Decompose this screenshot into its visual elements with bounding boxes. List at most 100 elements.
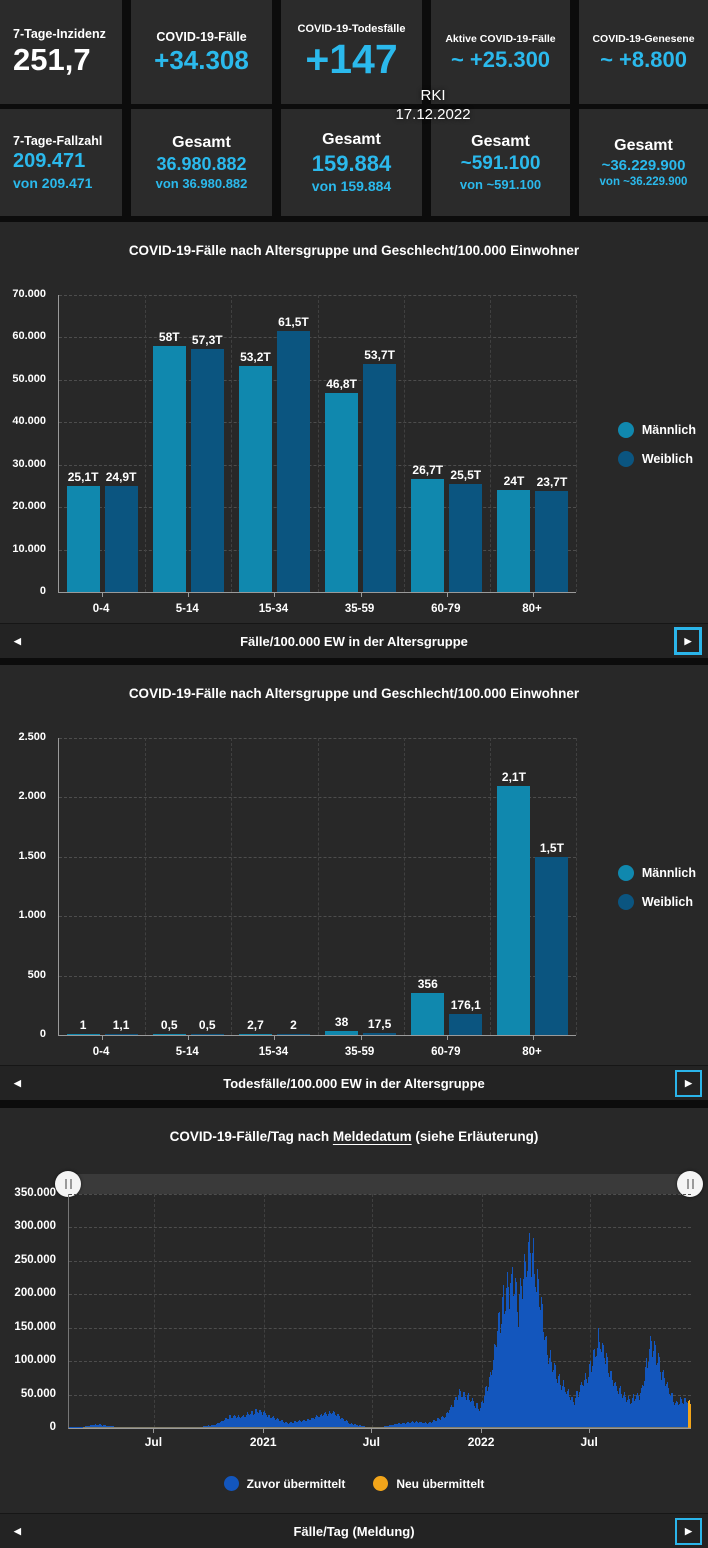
daily-bar [345,1421,346,1428]
daily-bar [673,1401,674,1428]
daily-bar [335,1415,336,1428]
daily-bar [290,1421,291,1428]
daily-bar [616,1385,617,1428]
daily-bar [431,1422,432,1428]
chart-title: COVID-19-Fälle nach Altersgruppe und Ges… [128,686,580,701]
next-chart-arrow-icon[interactable]: ▶ [674,627,702,655]
bar-value-label: 53,2T [240,350,271,365]
prev-chart-arrow-icon[interactable]: ◀ [14,635,21,646]
card-gesamt-aktive[interactable]: Gesamt ~591.100 von ~591.100 [431,109,570,216]
card-covid-faelle[interactable]: COVID-19-Fälle +34.308 [131,0,272,104]
time-range-slider[interactable] [55,1171,703,1197]
barwrap: 57,3T [190,333,224,592]
bar-weiblich-0-4 [104,486,138,592]
daily-bar [346,1420,347,1428]
daily-bar [80,1427,81,1428]
barwrap: 58T [152,330,186,592]
daily-bar [341,1417,342,1428]
daily-bar [432,1421,433,1428]
daily-bar [510,1282,511,1428]
card-gesamt-genesene[interactable]: Gesamt ~36.229.900 von ~36.229.900 [579,109,708,216]
card-gesamt-todesfaelle[interactable]: Gesamt 159.884 von 159.884 [281,109,422,216]
daily-bar [286,1422,287,1428]
daily-bar [627,1399,628,1428]
daily-bar [460,1390,461,1428]
card-subvalue: von 159.884 [311,178,392,195]
card-aktive-faelle[interactable]: Aktive COVID-19-Fälle ~ +25.300 [431,0,570,104]
daily-bar [610,1371,611,1428]
daily-bar [428,1422,429,1428]
daily-bar [213,1425,214,1428]
chart-title: COVID-19-Fälle/Tag nach Meldedatum (sieh… [0,1108,708,1144]
barwrap: 26,7T [411,463,445,592]
daily-bar [474,1405,475,1428]
prev-chart-arrow-icon[interactable]: ◀ [14,1077,21,1088]
card-label: Aktive COVID-19-Fälle [445,32,556,45]
daily-bar [234,1415,235,1428]
daily-bar [408,1421,409,1428]
next-chart-arrow-icon[interactable]: ▶ [675,1069,702,1097]
daily-bar [587,1382,588,1428]
daily-bar [663,1370,664,1428]
daily-bar [553,1369,554,1428]
card-7-tage-inzidenz[interactable]: 7-Tage-Inzidenz 251,7 [0,0,122,104]
daily-bar [688,1401,689,1428]
legend-item-weiblich: Weiblich [617,894,696,910]
daily-bar [305,1421,306,1428]
daily-bar [392,1425,393,1428]
daily-bar [486,1386,487,1428]
card-covid-todesfaelle[interactable]: COVID-19-Todesfälle +147 [281,0,422,104]
y-axis-tick-label: 0 [39,1028,46,1040]
card-label: COVID-19-Todesfälle [297,22,406,35]
daily-bar [235,1416,236,1428]
daily-bar [359,1425,360,1428]
daily-bar [323,1415,324,1428]
slider-handle-right[interactable] [677,1171,703,1197]
daily-bar [89,1425,90,1428]
daily-bar [581,1382,582,1428]
daily-bar [288,1423,289,1428]
meldedatum-link[interactable]: Meldedatum [332,1129,412,1144]
gridline-vertical [489,738,491,1035]
barwrap: 356 [411,977,445,1035]
daily-bar [612,1380,613,1428]
prev-chart-arrow-icon[interactable]: ◀ [14,1525,21,1536]
daily-bar [277,1417,278,1428]
daily-bar [439,1418,440,1428]
next-chart-arrow-icon[interactable]: ▶ [675,1517,702,1545]
gridline-horizontal [69,1227,691,1229]
x-axis-tick-label: 60-79 [431,1046,461,1058]
bar-weiblich-15-34 [276,1034,310,1035]
gridline-vertical [264,1194,266,1428]
daily-bar [360,1425,361,1428]
x-axis-tick [102,592,104,597]
daily-bar [322,1416,323,1428]
daily-bar [557,1383,558,1428]
card-gesamt-faelle[interactable]: Gesamt 36.980.882 von 36.980.882 [131,109,272,216]
daily-bar [636,1395,637,1428]
x-axis-tick-label: Jul [144,1435,163,1449]
daily-bar [609,1376,610,1428]
card-7-tage-fallzahl[interactable]: 7-Tage-Fallzahl 209.471 von 209.471 [0,109,122,216]
daily-bar [545,1336,546,1428]
barwrap: 53,7T [363,348,397,592]
daily-bar [463,1392,464,1428]
daily-bar [454,1399,455,1428]
bar-value-label: 46,8T [326,377,357,392]
daily-bar [566,1394,567,1428]
x-axis-tick [263,1428,265,1433]
daily-bar [282,1420,283,1428]
barwrap: 24,9T [104,470,138,592]
bar-chart-deaths-by-age: 1 1,1 0,5 0,5 2,7 2 38 17,5 356 176,1 2,1T 1,5T [58,738,577,1040]
daily-bar [391,1424,392,1428]
daily-bar [253,1414,254,1428]
daily-bar [599,1341,600,1428]
daily-bar [504,1313,505,1428]
daily-bar [283,1421,284,1428]
x-axis-tick-label: Jul [580,1435,598,1449]
daily-bar [477,1403,478,1428]
slider-handle-left[interactable] [55,1171,81,1197]
x-axis-tick [188,1035,190,1040]
x-axis-tick-label: 80+ [522,603,542,615]
card-genesene[interactable]: COVID-19-Genesene ~ +8.800 [579,0,708,104]
